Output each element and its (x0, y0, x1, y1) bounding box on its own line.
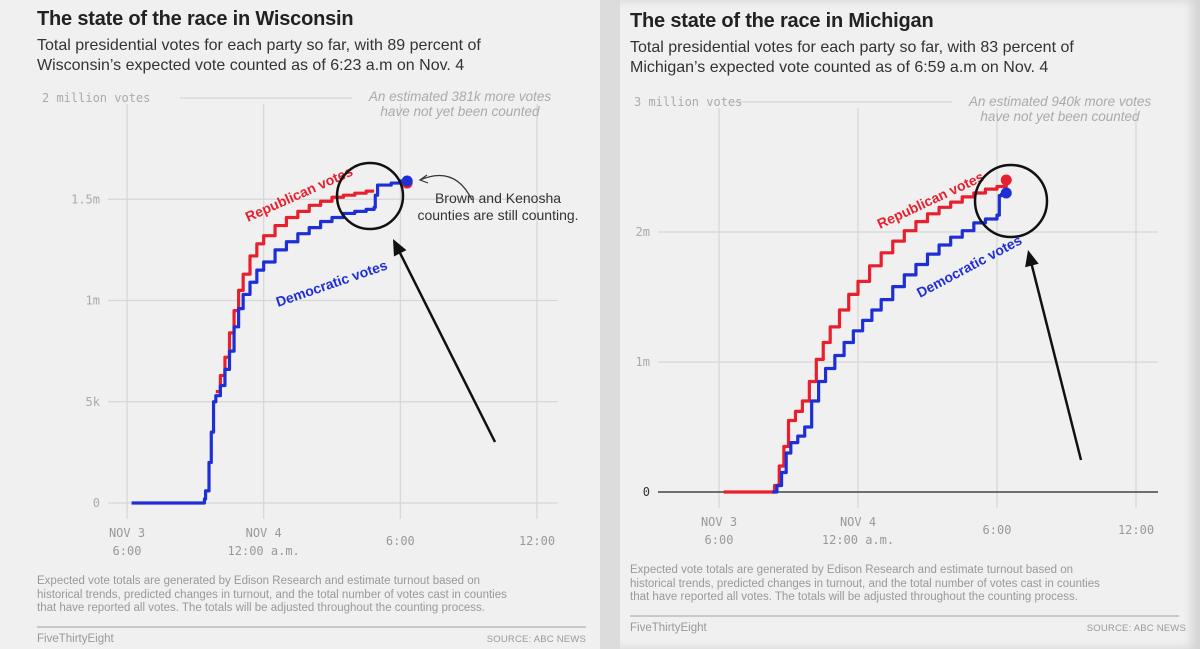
y-tick-label: 5k (86, 395, 101, 409)
chart-title: The state of the race in Wisconsin (37, 8, 354, 30)
remaining-votes-note: have not yet been counted (980, 109, 1140, 124)
brand-label: FiveThirtyEight (37, 633, 114, 645)
footnote: Expected vote totals are generated by Ed… (37, 575, 507, 616)
chart-subtitle: Total presidential votes for each party … (630, 38, 1074, 78)
y-tick-label: 1m (86, 294, 100, 308)
x-tick-label: NOV 4 (840, 515, 876, 529)
highlight-circle (973, 163, 1049, 239)
remaining-votes-note: have not yet been counted (380, 104, 540, 119)
democratic-votes-line (772, 193, 1004, 494)
x-tick-label: 12:00 (519, 534, 555, 548)
x-tick-label: NOV 3 (701, 515, 737, 529)
chart-title: The state of the race in Michigan (630, 10, 934, 32)
source-label: SOURCE: ABC NEWS (1086, 623, 1186, 634)
footnote-line: Expected vote totals are generated by Ed… (630, 564, 1074, 576)
brand-label: FiveThirtyEight (630, 622, 707, 634)
footnote: Expected vote totals are generated by Ed… (630, 564, 1100, 605)
subtitle-line: Total presidential votes for each party … (37, 37, 481, 54)
footnote-line: Expected vote totals are generated by Ed… (37, 575, 481, 587)
annotation-pointer (419, 174, 473, 201)
y-tick-label: 1m (636, 355, 650, 369)
x-tick-label: NOV 3 (109, 526, 145, 540)
wisconsin-chart: 0 5k 1m 1.5m 2 million votes NOV 3 6:00 NOV 4 12… (42, 89, 579, 558)
x-tick-label: 6:00 (983, 523, 1012, 537)
x-tick-label: 6:00 (705, 533, 734, 547)
republican-endpoint-dot (1000, 174, 1012, 186)
republican-votes-line (723, 183, 1008, 494)
highlight-circle (335, 161, 405, 231)
x-tick-label: 12:00 a.m. (228, 544, 300, 558)
y-tick-label: 1.5m (71, 192, 100, 206)
democratic-endpoint-dot (1000, 187, 1012, 199)
arrow-head-icon (1025, 250, 1039, 268)
annotation-text: Brown and Kenosha (435, 190, 561, 206)
x-tick-label: 12:00 (1118, 523, 1154, 537)
democratic-votes-line (131, 179, 408, 505)
subtitle-line: Wisconsin’s expected vote counted as of … (37, 57, 465, 74)
democratic-series-label: Democratic votes (914, 232, 1025, 301)
annotation-pointer-head-icon (418, 174, 429, 184)
michigan-chart: 0 1m 2m 3 million votes NOV 3 6:00 NOV 4 12:00 … (634, 94, 1158, 547)
y-tick-label: 0 (93, 496, 100, 510)
remaining-votes-note: An estimated 940k more votes (968, 94, 1152, 109)
arrow-head-icon (393, 239, 407, 257)
footnote-line: that have reported all votes. The totals… (37, 602, 485, 614)
footer-divider (37, 626, 586, 628)
arrow-shaft (398, 250, 497, 443)
y-tick-label: 2 million votes (42, 91, 150, 105)
footer-divider (630, 615, 1179, 617)
wisconsin-panel: The state of the race in Wisconsin Total… (0, 0, 600, 649)
x-tick-label: 12:00 a.m. (822, 533, 894, 547)
x-tick-label: NOV 4 (246, 526, 282, 540)
x-tick-label: 6:00 (386, 534, 415, 548)
annotation-text: counties are still counting. (417, 207, 578, 223)
democratic-endpoint-dot (401, 175, 413, 187)
chart-subtitle: Total presidential votes for each party … (37, 36, 481, 76)
source-label: SOURCE: ABC NEWS (486, 634, 586, 645)
democratic-series-label: Democratic votes (274, 257, 390, 310)
y-tick-label: 0 (643, 485, 650, 499)
subtitle-line: Total presidential votes for each party … (630, 39, 1074, 56)
footnote-line: that have reported all votes. The totals… (630, 591, 1078, 603)
michigan-panel: The state of the race in Michigan Total … (620, 0, 1200, 649)
y-tick-label: 3 million votes (634, 95, 742, 109)
subtitle-line: Michigan’s expected vote counted as of 6… (630, 59, 1049, 76)
footnote-line: historical trends, predicted changes in … (37, 588, 507, 601)
republican-votes-line (215, 189, 375, 394)
footnote-line: historical trends, predicted changes in … (630, 577, 1100, 590)
arrow-shaft (1029, 262, 1083, 461)
y-tick-label: 2m (636, 225, 650, 239)
republican-series-label: Republican votes (875, 168, 987, 232)
x-tick-label: 6:00 (113, 544, 142, 558)
remaining-votes-note: An estimated 381k more votes (368, 89, 552, 104)
